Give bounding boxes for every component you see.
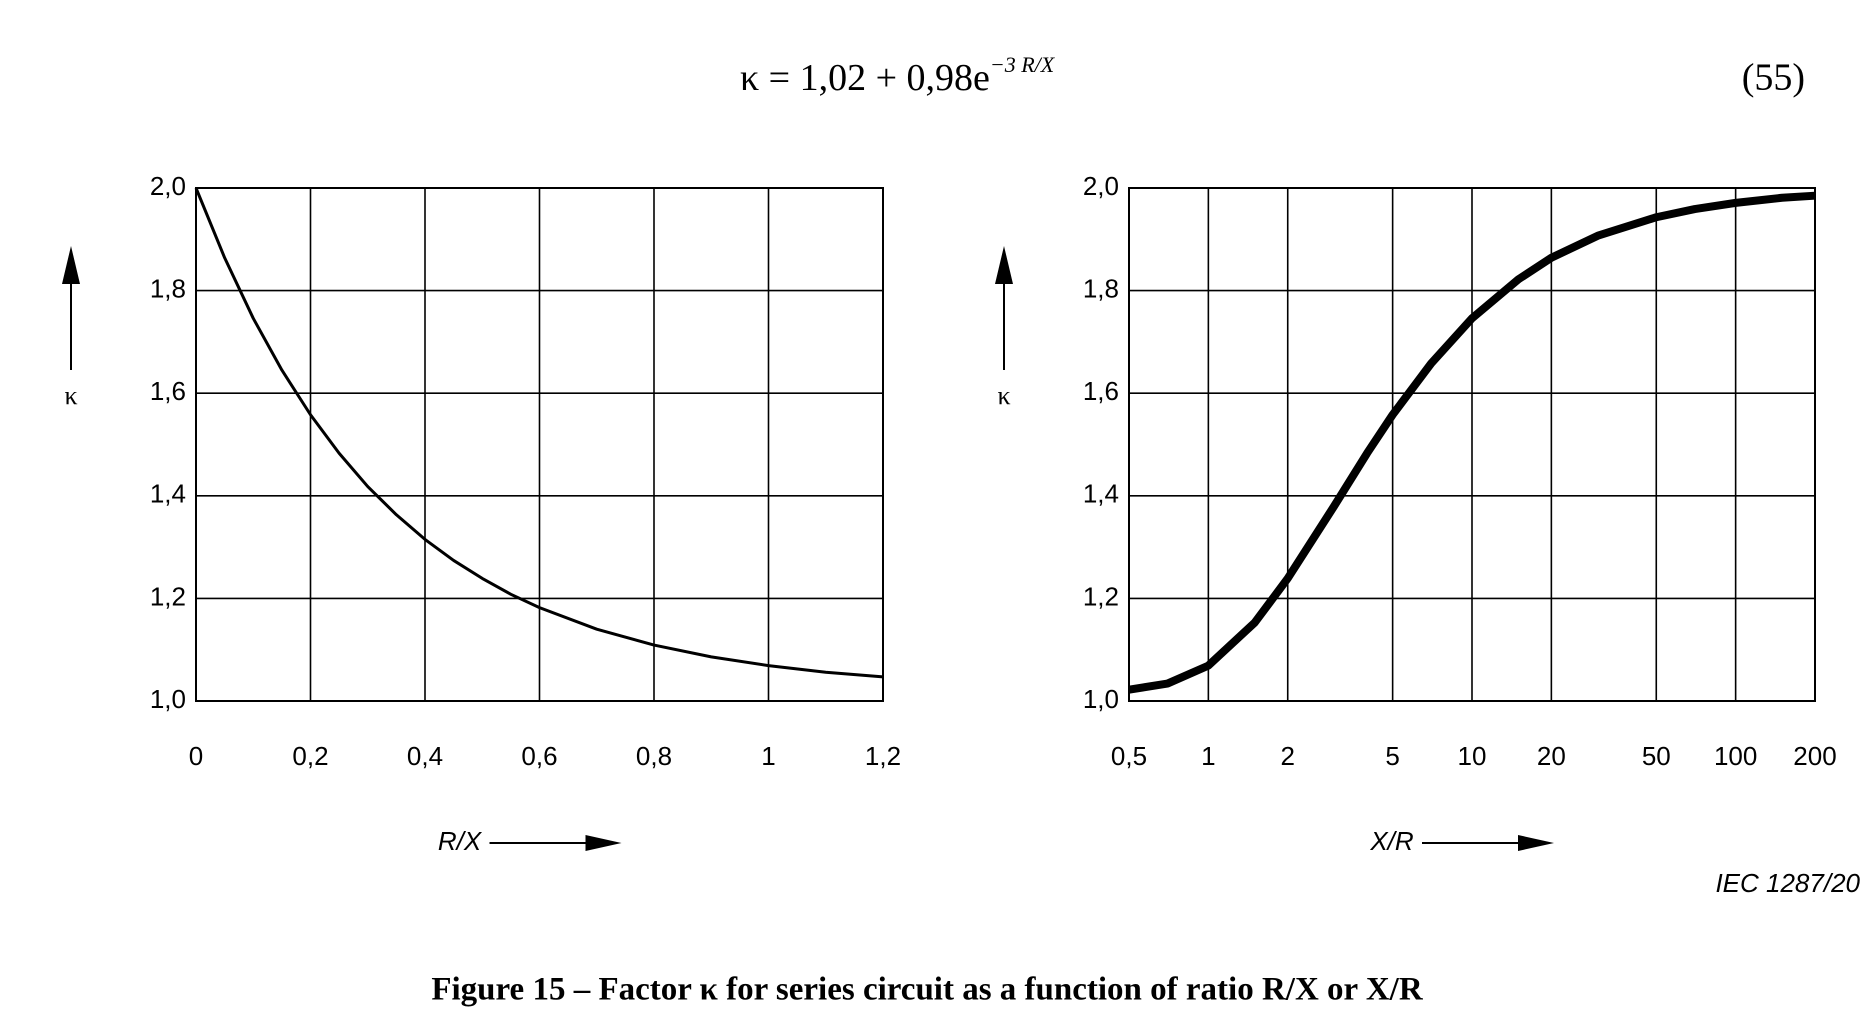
y-tick-label: 1,6 — [150, 376, 186, 406]
y-axis-label: κ — [64, 381, 77, 410]
x-tick-label: 100 — [1714, 741, 1757, 771]
x-tick-label: 1 — [761, 741, 775, 771]
curve — [194, 187, 884, 679]
y-axis-arrow-head — [62, 246, 80, 284]
y-tick-label: 1,2 — [150, 581, 186, 611]
equation-number: (55) — [1742, 57, 1805, 99]
y-tick-label: 1,0 — [150, 684, 186, 714]
y-tick-label: 1,8 — [150, 273, 186, 303]
y-tick-label: 1,2 — [1083, 581, 1119, 611]
x-axis-arrow-head — [1518, 835, 1554, 851]
plot-frame — [195, 187, 884, 702]
formula-base: κ = 1,02 + 0,98e — [740, 57, 990, 99]
x-tick-label: 0,4 — [407, 741, 443, 771]
x-tick-label: 5 — [1385, 741, 1399, 771]
y-tick-label: 2,0 — [1083, 171, 1119, 201]
y-tick-label: 1,0 — [1083, 684, 1119, 714]
x-tick-label: 0,5 — [1111, 741, 1147, 771]
y-axis-label: κ — [997, 381, 1010, 410]
y-tick-label: 1,8 — [1083, 273, 1119, 303]
source-label: IEC 1287/20 — [1715, 868, 1860, 898]
x-tick-label: 0,8 — [636, 741, 672, 771]
formula-exponent: −3 R/X — [990, 52, 1056, 77]
x-tick-label: 0,6 — [521, 741, 557, 771]
y-tick-label: 1,6 — [1083, 376, 1119, 406]
x-axis-arrow-head — [585, 835, 622, 851]
formula: κ = 1,02 + 0,98e−3 R/X — [740, 52, 1056, 99]
curve — [1128, 191, 1816, 694]
figure-caption: Figure 15 – Factor κ for series circuit … — [431, 972, 1424, 1008]
x-tick-label: 2 — [1280, 741, 1294, 771]
x-tick-label: 0 — [189, 741, 203, 771]
x-tick-label: 50 — [1642, 741, 1671, 771]
y-tick-label: 2,0 — [150, 171, 186, 201]
y-tick-label: 1,4 — [150, 479, 186, 509]
x-tick-label: 1,2 — [865, 741, 901, 771]
x-tick-label: 0,2 — [292, 741, 328, 771]
x-axis-label: X/R — [1369, 826, 1413, 856]
x-tick-label: 200 — [1793, 741, 1836, 771]
x-tick-label: 1 — [1201, 741, 1215, 771]
x-tick-label: 20 — [1537, 741, 1566, 771]
x-tick-label: 10 — [1458, 741, 1487, 771]
x-axis-label: R/X — [438, 826, 483, 856]
plot-frame — [1128, 187, 1816, 702]
y-axis-arrow-head — [995, 246, 1013, 284]
y-tick-label: 1,4 — [1083, 479, 1119, 509]
